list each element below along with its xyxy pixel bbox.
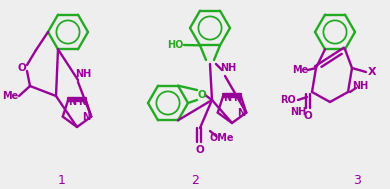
Text: Me: Me <box>292 65 308 75</box>
Text: O: O <box>304 111 312 121</box>
Text: O: O <box>198 90 206 100</box>
Text: NH: NH <box>290 107 306 117</box>
Text: N: N <box>82 112 90 122</box>
Text: OMe: OMe <box>210 133 234 143</box>
Text: X: X <box>368 67 376 77</box>
Text: O: O <box>18 63 27 73</box>
Text: 3: 3 <box>353 174 361 187</box>
Text: NH: NH <box>220 63 236 73</box>
Text: N: N <box>68 97 76 107</box>
Text: Me: Me <box>2 91 18 101</box>
Text: N: N <box>233 93 241 103</box>
Text: RO: RO <box>280 95 296 105</box>
Text: HO: HO <box>167 40 183 50</box>
Text: N: N <box>223 93 231 103</box>
Text: 1: 1 <box>58 174 66 187</box>
Text: 2: 2 <box>191 174 199 187</box>
Text: N: N <box>237 108 245 118</box>
Text: N: N <box>78 97 86 107</box>
Text: NH: NH <box>352 81 368 91</box>
Text: NH: NH <box>75 69 91 79</box>
Text: O: O <box>196 145 204 155</box>
